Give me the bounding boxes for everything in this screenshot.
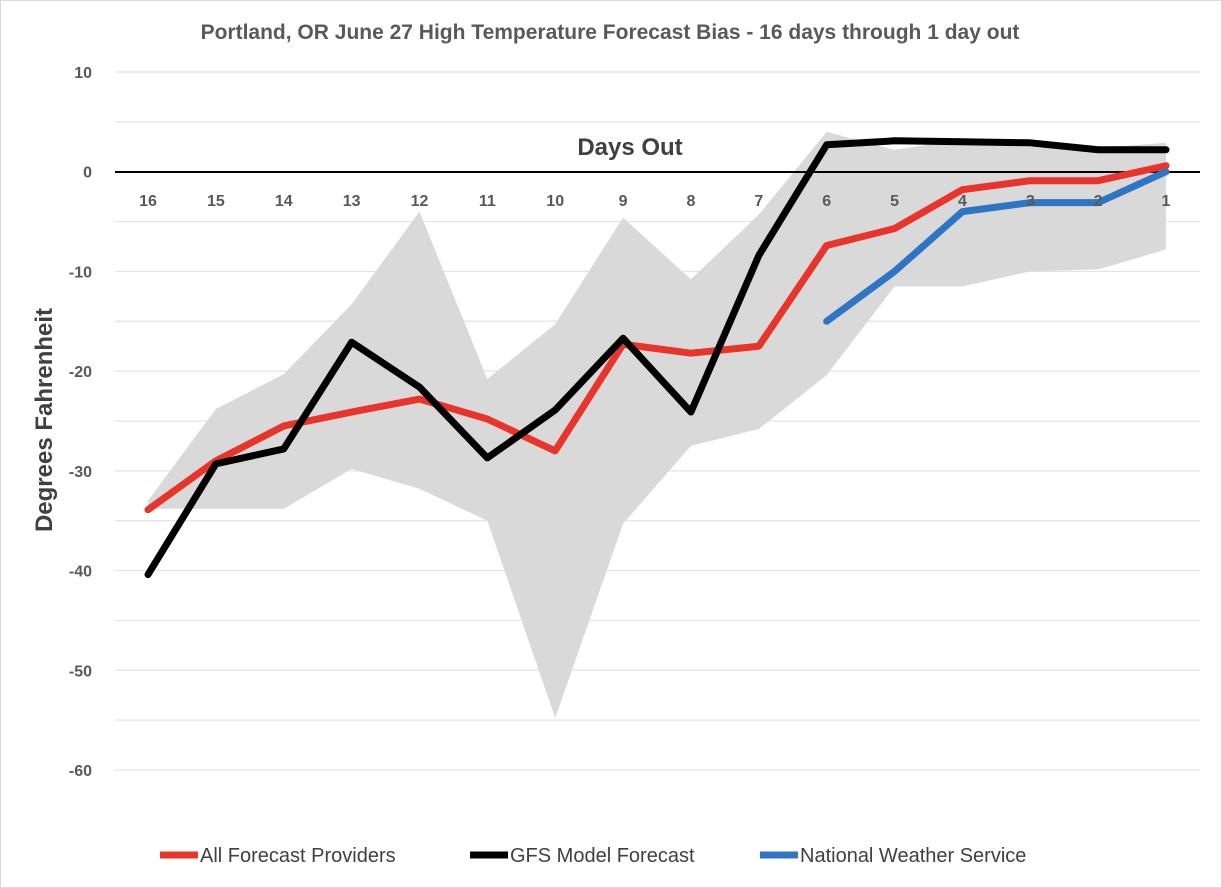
- legend-label: GFS Model Forecast: [510, 845, 695, 867]
- x-tick-label: 14: [275, 193, 293, 210]
- x-tick-label: 13: [343, 193, 361, 210]
- y-tick-label: -30: [69, 464, 92, 481]
- y-tick-label: -50: [69, 663, 92, 680]
- series-line-2: [144, 137, 1170, 579]
- series-lines: [144, 137, 1170, 579]
- y-tick-label: -60: [69, 763, 92, 780]
- x-tick-label: 9: [619, 193, 628, 210]
- x-tick-label: 15: [207, 193, 225, 210]
- x-tick-label: 11: [479, 193, 496, 210]
- x-tick-label: 10: [546, 193, 564, 210]
- legend-label: All Forecast Providers: [200, 845, 396, 867]
- x-tick-label: 16: [139, 193, 157, 210]
- y-tick-label: 0: [83, 165, 92, 182]
- y-axis-label: Degrees Fahrenheit: [31, 308, 58, 532]
- range-band: [148, 131, 1166, 719]
- x-tick-label: 12: [411, 193, 429, 210]
- x-tick-label: 2: [1094, 193, 1103, 210]
- y-tick-labels: 10 0 -10 -20 -30 -40 -50 -60: [69, 65, 92, 780]
- x-tick-label: 8: [686, 193, 695, 210]
- x-axis-label: Days Out: [577, 134, 682, 161]
- x-tick-label: 7: [754, 193, 763, 210]
- x-tick-label: 4: [958, 193, 967, 210]
- legend-label: National Weather Service: [800, 845, 1026, 867]
- y-tick-label: -40: [69, 564, 92, 581]
- range-band-area: [148, 131, 1166, 719]
- series-line-3: [823, 168, 1170, 325]
- y-tick-label: 10: [74, 65, 92, 82]
- legend: All Forecast Providers GFS Model Forecast…: [160, 845, 1026, 867]
- x-tick-label: 1: [1162, 193, 1171, 210]
- x-tick-label: 5: [890, 193, 899, 210]
- y-tick-label: -10: [69, 264, 92, 281]
- x-tick-label: 6: [822, 193, 831, 210]
- chart-title: Portland, OR June 27 High Temperature Fo…: [201, 21, 1020, 44]
- y-tick-label: -20: [69, 364, 92, 381]
- x-tick-labels: 16 15 14 13 12 11 10 9 8 7 6 5 4 3 2 1: [139, 193, 1170, 210]
- x-tick-label: 3: [1026, 193, 1035, 210]
- series-line-1: [144, 162, 1170, 514]
